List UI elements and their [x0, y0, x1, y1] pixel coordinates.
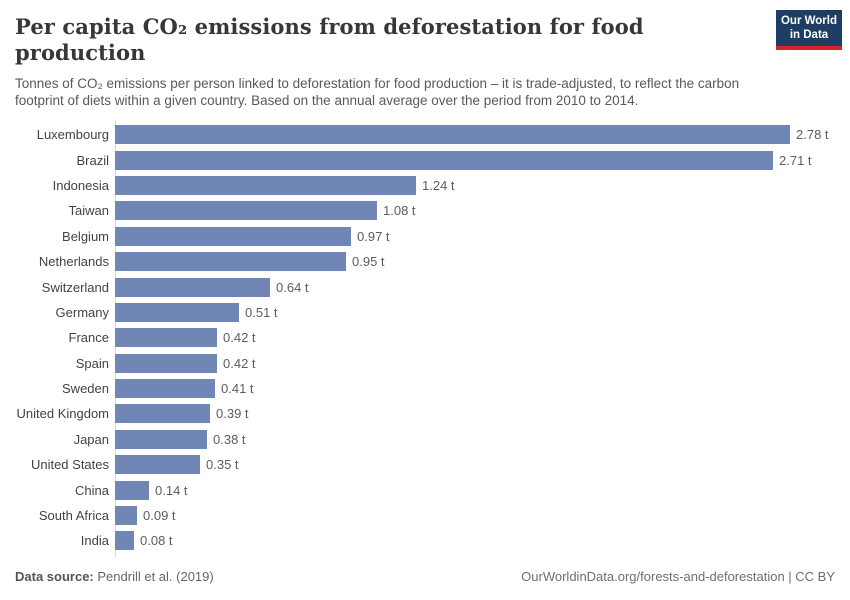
header: Per capita CO₂ emissions from deforestat…	[0, 0, 850, 109]
chart-row: Japan 0.38 t	[15, 427, 850, 452]
category-label: Japan	[73, 431, 109, 447]
chart-row: South Africa 0.09 t	[15, 503, 850, 528]
chart-row: India 0.08 t	[15, 528, 850, 553]
chart-rows: Luxembourg 2.78 t Brazil 2.71 t Indonesia 1.2…	[15, 122, 850, 558]
category-label: Taiwan	[68, 203, 109, 219]
chart-row: France 0.42 t	[15, 325, 850, 350]
value-label: 0.35 t	[206, 457, 239, 473]
value-label: 2.78 t	[796, 127, 829, 143]
value-label: 0.39 t	[216, 406, 249, 422]
footer-link[interactable]: OurWorldinData.org/forests-and-deforesta…	[521, 569, 835, 584]
bar[interactable]	[115, 379, 215, 399]
data-source-label: Data source:	[15, 569, 94, 584]
chart-row: Belgium 0.97 t	[15, 224, 850, 249]
category-label: Brazil	[76, 152, 109, 168]
bar[interactable]	[115, 201, 377, 221]
value-label: 0.41 t	[221, 381, 254, 397]
bar[interactable]	[115, 455, 200, 475]
owid-logo[interactable]: Our World in Data	[776, 10, 842, 50]
bar[interactable]	[115, 353, 217, 373]
chart-row: Luxembourg 2.78 t	[15, 122, 850, 147]
bar[interactable]	[115, 226, 351, 246]
category-label: Sweden	[62, 381, 109, 397]
bar[interactable]	[115, 302, 239, 322]
chart-row: Germany 0.51 t	[15, 300, 850, 325]
bar[interactable]	[115, 328, 217, 348]
chart-row: United States 0.35 t	[15, 452, 850, 477]
category-label: United Kingdom	[16, 406, 110, 422]
value-label: 0.42 t	[223, 330, 256, 346]
bar[interactable]	[115, 531, 134, 551]
category-label: France	[68, 330, 109, 346]
bar[interactable]	[115, 175, 416, 195]
value-label: 0.42 t	[223, 355, 256, 371]
chart-row: United Kingdom 0.39 t	[15, 401, 850, 426]
category-label: Switzerland	[41, 279, 109, 295]
category-label: Germany	[55, 304, 109, 320]
category-label: Indonesia	[52, 177, 109, 193]
value-label: 0.64 t	[276, 279, 309, 295]
category-label: Netherlands	[38, 254, 109, 270]
chart-title: Per capita CO₂ emissions from deforestat…	[15, 14, 644, 66]
chart-row: Spain 0.42 t	[15, 351, 850, 376]
chart-row: Taiwan 1.08 t	[15, 198, 850, 223]
value-label: 1.24 t	[422, 177, 455, 193]
bar[interactable]	[115, 125, 790, 145]
category-label: United States	[30, 457, 109, 473]
value-label: 0.95 t	[352, 254, 385, 270]
value-label: 1.08 t	[383, 203, 416, 219]
chart-row: Switzerland 0.64 t	[15, 274, 850, 299]
category-label: South Africa	[38, 508, 109, 524]
data-source: Data source: Pendrill et al. (2019)	[15, 569, 214, 584]
bar-chart: Luxembourg 2.78 t Brazil 2.71 t Indonesia 1.2…	[15, 121, 850, 558]
bar[interactable]	[115, 252, 346, 272]
category-label: Belgium	[62, 228, 109, 244]
data-source-value: Pendrill et al. (2019)	[97, 569, 214, 584]
value-label: 0.09 t	[143, 508, 176, 524]
chart-row: China 0.14 t	[15, 477, 850, 502]
bar[interactable]	[115, 429, 207, 449]
footer: Data source: Pendrill et al. (2019) OurW…	[15, 569, 835, 584]
value-label: 0.97 t	[357, 228, 390, 244]
logo-line-2: in Data	[789, 29, 829, 41]
bar[interactable]	[115, 506, 137, 526]
category-label: Luxembourg	[36, 127, 109, 143]
category-label: China	[75, 482, 109, 498]
bar[interactable]	[115, 150, 773, 170]
value-label: 0.08 t	[140, 533, 173, 549]
category-label: India	[80, 533, 109, 549]
bar[interactable]	[115, 277, 270, 297]
chart-row: Brazil 2.71 t	[15, 147, 850, 172]
bar[interactable]	[115, 480, 149, 500]
chart-row: Sweden 0.41 t	[15, 376, 850, 401]
value-label: 0.38 t	[213, 431, 246, 447]
chart-row: Indonesia 1.24 t	[15, 173, 850, 198]
chart-subtitle: Tonnes of CO₂ emissions per person linke…	[15, 75, 740, 108]
logo-line-1: Our World	[780, 15, 837, 27]
value-label: 2.71 t	[779, 152, 812, 168]
category-label: Spain	[75, 355, 109, 371]
value-label: 0.51 t	[245, 304, 278, 320]
value-label: 0.14 t	[155, 482, 188, 498]
chart-row: Netherlands 0.95 t	[15, 249, 850, 274]
bar[interactable]	[115, 404, 210, 424]
